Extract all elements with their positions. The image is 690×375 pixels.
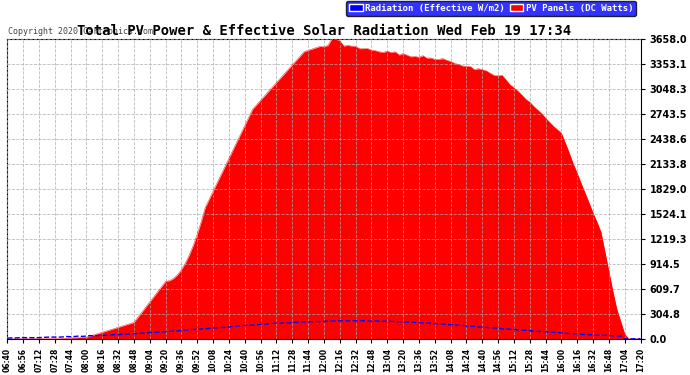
Text: Copyright 2020 Cartronics.com: Copyright 2020 Cartronics.com [8,27,153,36]
Legend: Radiation (Effective W/m2), PV Panels (DC Watts): Radiation (Effective W/m2), PV Panels (D… [346,1,636,16]
Title: Total PV Power & Effective Solar Radiation Wed Feb 19 17:34: Total PV Power & Effective Solar Radiati… [77,24,571,38]
